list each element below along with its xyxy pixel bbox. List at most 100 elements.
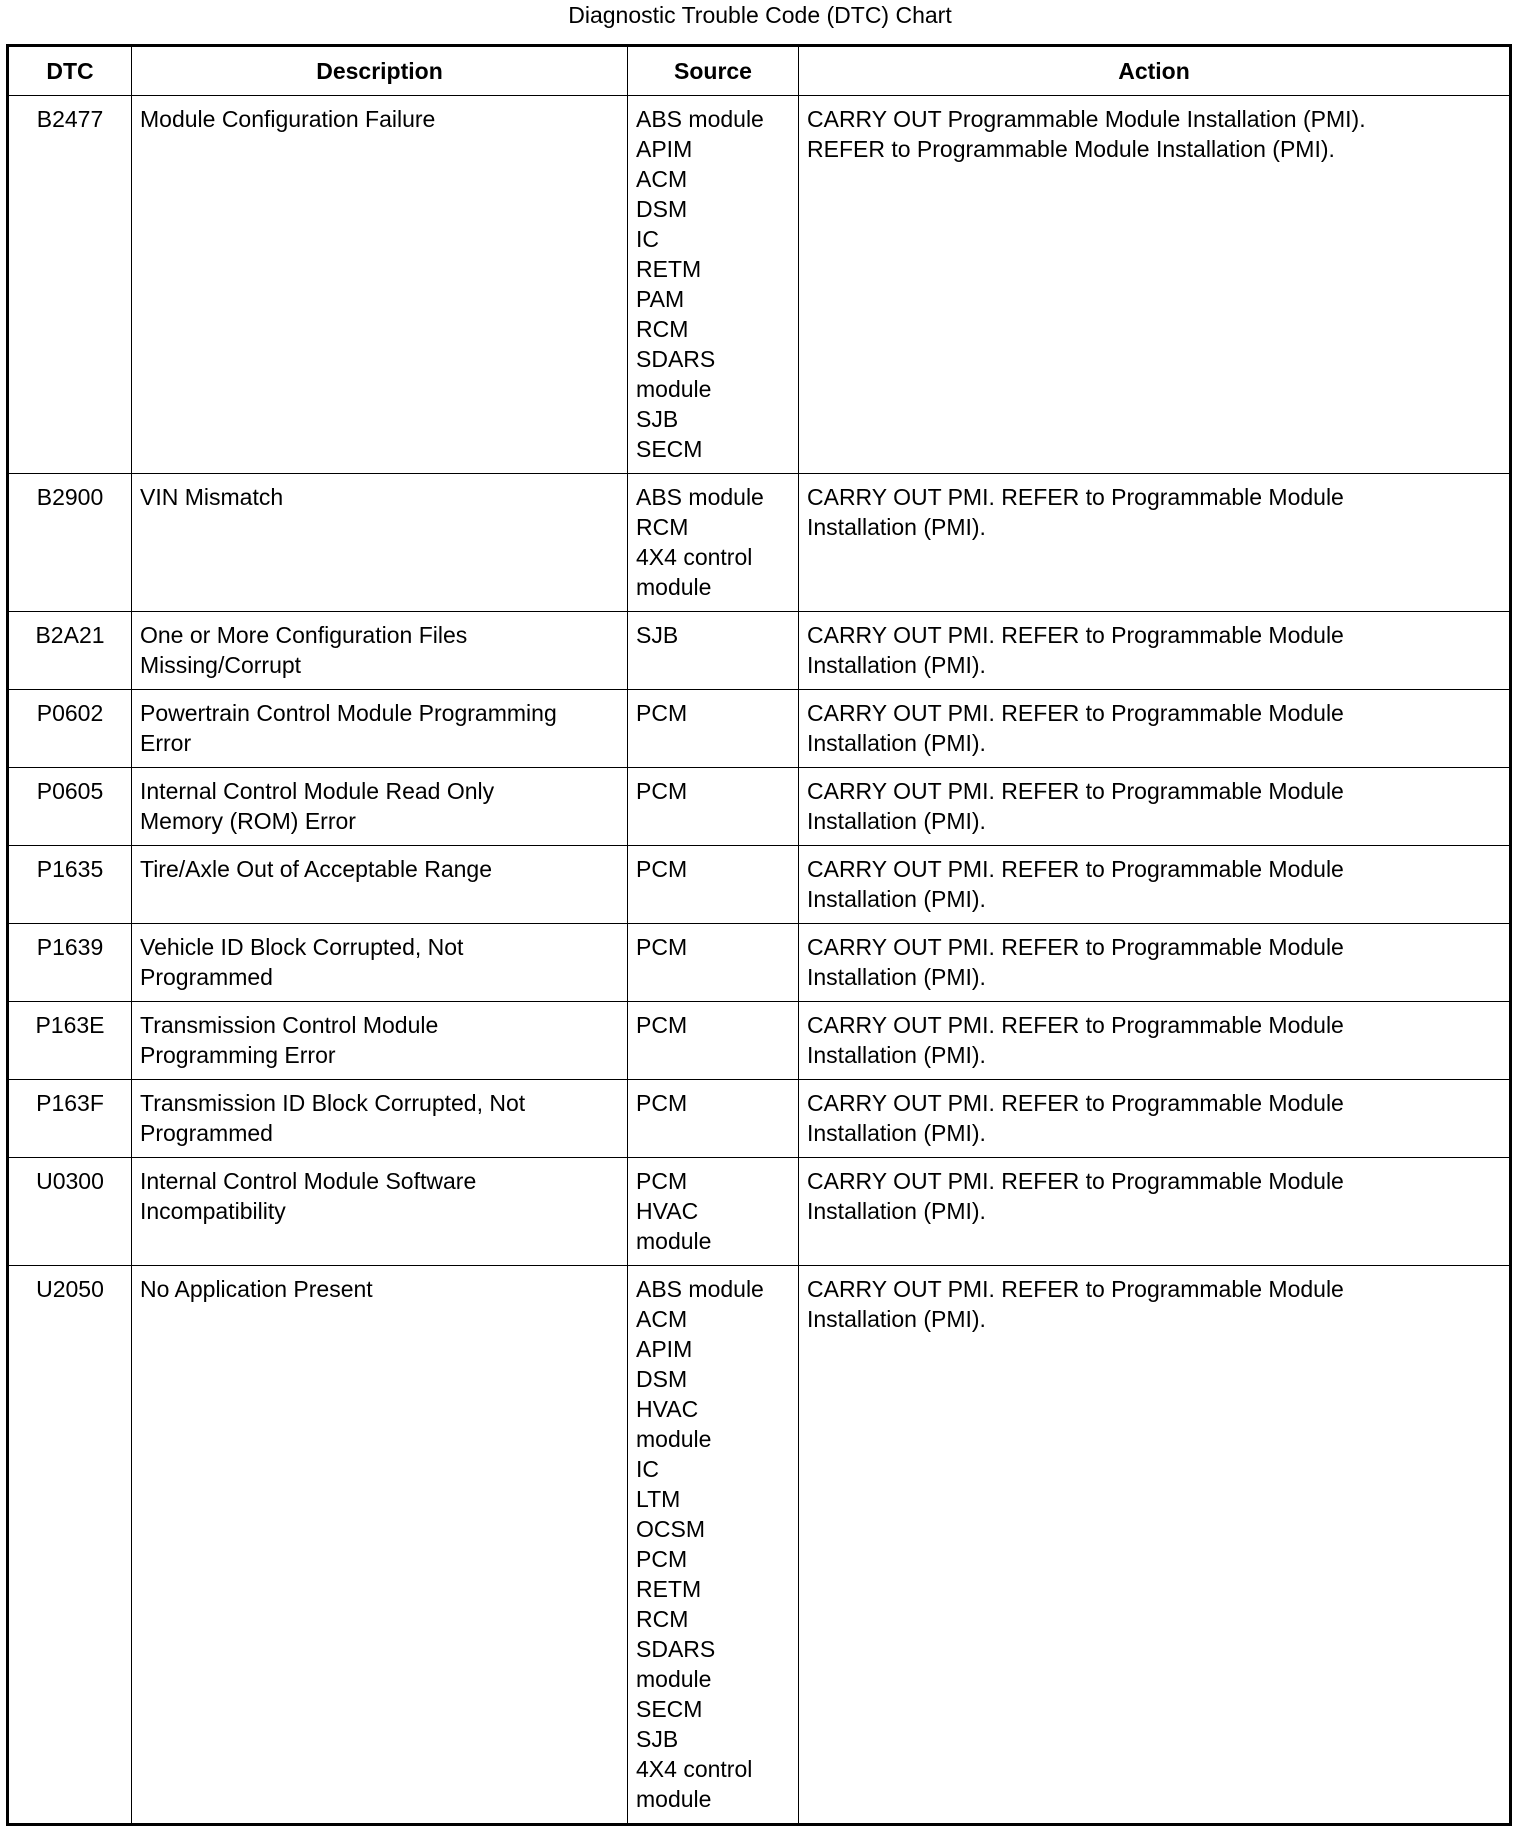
action-line: CARRY OUT PMI. REFER to Programmable Mod… [807, 1090, 1344, 1116]
source-line: PAM [636, 286, 685, 312]
source-line: SECM [636, 436, 703, 462]
source-line: module [636, 376, 712, 402]
table-row: U2050 No Application Present ABS module ACM… [7, 1265, 1511, 1825]
description-line: Programmed [140, 964, 273, 990]
table-row: P1635 Tire/Axle Out of Acceptable Range PC… [7, 845, 1511, 924]
dtc-table: DTC Description Source Action B2477 Modul… [6, 44, 1512, 1826]
action-cell: CARRY OUT PMI. REFER to Programmable Mod… [798, 1265, 1511, 1825]
description-line: Transmission Control Module [140, 1012, 439, 1038]
header-dtc: DTC [7, 45, 132, 96]
description-cell: No Application Present [131, 1265, 628, 1825]
source-line: SJB [636, 622, 679, 648]
action-line: CARRY OUT PMI. REFER to Programmable Mod… [807, 778, 1344, 804]
source-cell: SJB [627, 611, 799, 690]
dtc-code: P1639 [7, 923, 132, 1002]
source-cell: PCM [627, 923, 799, 1002]
description-cell: VIN Mismatch [131, 473, 628, 612]
table-row: P163E Transmission Control Module Programm… [7, 1001, 1511, 1080]
action-line: CARRY OUT PMI. REFER to Programmable Mod… [807, 700, 1344, 726]
source-line: DSM [636, 196, 688, 222]
description-cell: Internal Control Module Software Incompat… [131, 1157, 628, 1266]
source-line: ACM [636, 166, 688, 192]
action-line: CARRY OUT Programmable Module Installati… [807, 106, 1366, 132]
description-line: Programming Error [140, 1042, 336, 1068]
source-line: module [636, 1786, 712, 1812]
source-line: ABS module [636, 106, 764, 132]
source-line: RCM [636, 514, 689, 540]
source-line: SECM [636, 1696, 703, 1722]
source-cell: ABS module RCM 4X4 control module [627, 473, 799, 612]
action-cell: CARRY OUT PMI. REFER to Programmable Mod… [798, 1001, 1511, 1080]
description-cell: Transmission ID Block Corrupted, Not Prog… [131, 1079, 628, 1158]
action-line: Installation (PMI). [807, 1306, 986, 1332]
source-line: PCM [636, 856, 688, 882]
source-line: IC [636, 226, 659, 252]
description-line: Vehicle ID Block Corrupted, Not [140, 934, 464, 960]
source-line: module [636, 1666, 712, 1692]
action-line: CARRY OUT PMI. REFER to Programmable Mod… [807, 484, 1344, 510]
action-cell: CARRY OUT Programmable Module Installati… [798, 95, 1511, 474]
source-cell: ABS module ACM APIM DSM HVAC module IC LTM OCSM P… [627, 1265, 799, 1825]
source-cell: PCM [627, 689, 799, 768]
description-line: Missing/Corrupt [140, 652, 302, 678]
source-line: ACM [636, 1306, 688, 1332]
source-cell: PCM [627, 767, 799, 846]
source-cell: PCM [627, 1001, 799, 1080]
action-line: Installation (PMI). [807, 652, 986, 678]
source-line: HVAC [636, 1396, 699, 1422]
source-line: 4X4 control [636, 1756, 753, 1782]
source-line: ABS module [636, 1276, 764, 1302]
dtc-code: B2A21 [7, 611, 132, 690]
dtc-code: P0602 [7, 689, 132, 768]
source-line: module [636, 1426, 712, 1452]
header-row: DTC Description Source Action [7, 45, 1511, 96]
description-cell: Powertrain Control Module Programming Err… [131, 689, 628, 768]
table-row: P0605 Internal Control Module Read Only Me… [7, 767, 1511, 846]
table-row: P1639 Vehicle ID Block Corrupted, Not Prog… [7, 923, 1511, 1002]
dtc-code: U2050 [7, 1265, 132, 1825]
dtc-code: B2477 [7, 95, 132, 474]
description-line: Internal Control Module Read Only [140, 778, 495, 804]
action-cell: CARRY OUT PMI. REFER to Programmable Mod… [798, 1079, 1511, 1158]
action-line: CARRY OUT PMI. REFER to Programmable Mod… [807, 856, 1344, 882]
source-line: RETM [636, 1576, 702, 1602]
source-line: PCM [636, 1168, 688, 1194]
description-line: Module Configuration Failure [140, 106, 436, 132]
dtc-code: B2900 [7, 473, 132, 612]
description-cell: Vehicle ID Block Corrupted, Not Programme… [131, 923, 628, 1002]
source-cell: ABS module APIM ACM DSM IC RETM PAM RCM SDARS mod… [627, 95, 799, 474]
description-cell: One or More Configuration Files Missing/C… [131, 611, 628, 690]
source-line: HVAC [636, 1198, 699, 1224]
header-action: Action [798, 45, 1511, 96]
description-line: Internal Control Module Software [140, 1168, 477, 1194]
source-line: LTM [636, 1486, 681, 1512]
description-line: Tire/Axle Out of Acceptable Range [140, 856, 493, 882]
header-description: Description [131, 45, 628, 96]
source-line: RCM [636, 1606, 689, 1632]
source-line: ABS module [636, 484, 764, 510]
chart-title: Diagnostic Trouble Code (DTC) Chart [568, 2, 952, 28]
source-line: SJB [636, 1726, 679, 1752]
source-line: SDARS [636, 346, 716, 372]
action-cell: CARRY OUT PMI. REFER to Programmable Mod… [798, 689, 1511, 768]
source-line: IC [636, 1456, 659, 1482]
action-line: Installation (PMI). [807, 514, 986, 540]
action-line: Installation (PMI). [807, 1198, 986, 1224]
source-line: PCM [636, 934, 688, 960]
dtc-code: P1635 [7, 845, 132, 924]
source-line: PCM [636, 1012, 688, 1038]
source-line: APIM [636, 1336, 693, 1362]
source-line: PCM [636, 700, 688, 726]
header-source: Source [627, 45, 799, 96]
action-line: Installation (PMI). [807, 886, 986, 912]
action-cell: CARRY OUT PMI. REFER to Programmable Mod… [798, 473, 1511, 612]
table-row: P0602 Powertrain Control Module Programmi… [7, 689, 1511, 768]
table-row: B2900 VIN Mismatch ABS module RCM 4X4 contro… [7, 473, 1511, 612]
source-cell: PCM [627, 845, 799, 924]
action-line: Installation (PMI). [807, 808, 986, 834]
description-cell: Transmission Control Module Programming E… [131, 1001, 628, 1080]
table-row: P163F Transmission ID Block Corrupted, No… [7, 1079, 1511, 1158]
dtc-code: U0300 [7, 1157, 132, 1266]
action-cell: CARRY OUT PMI. REFER to Programmable Mod… [798, 845, 1511, 924]
description-line: Error [140, 730, 192, 756]
